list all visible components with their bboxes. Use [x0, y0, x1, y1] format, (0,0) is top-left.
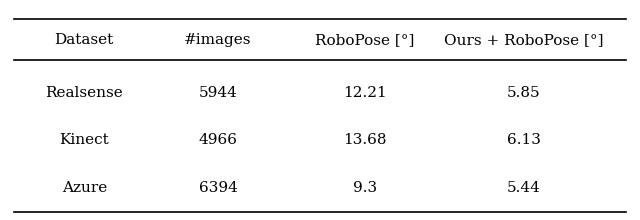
- Text: #images: #images: [184, 33, 252, 48]
- Text: RoboPose [°]: RoboPose [°]: [315, 33, 414, 48]
- Text: 13.68: 13.68: [343, 133, 387, 147]
- Text: Azure: Azure: [61, 181, 107, 195]
- Text: Kinect: Kinect: [60, 133, 109, 147]
- Text: 9.3: 9.3: [353, 181, 377, 195]
- Text: 6394: 6394: [198, 181, 237, 195]
- Text: 5.44: 5.44: [507, 181, 541, 195]
- Text: 5.85: 5.85: [507, 86, 541, 100]
- Text: 12.21: 12.21: [343, 86, 387, 100]
- Text: Realsense: Realsense: [45, 86, 123, 100]
- Text: Dataset: Dataset: [54, 33, 114, 48]
- Text: 5944: 5944: [198, 86, 237, 100]
- Text: 4966: 4966: [198, 133, 237, 147]
- Text: Ours + RoboPose [°]: Ours + RoboPose [°]: [444, 33, 604, 48]
- Text: 6.13: 6.13: [507, 133, 541, 147]
